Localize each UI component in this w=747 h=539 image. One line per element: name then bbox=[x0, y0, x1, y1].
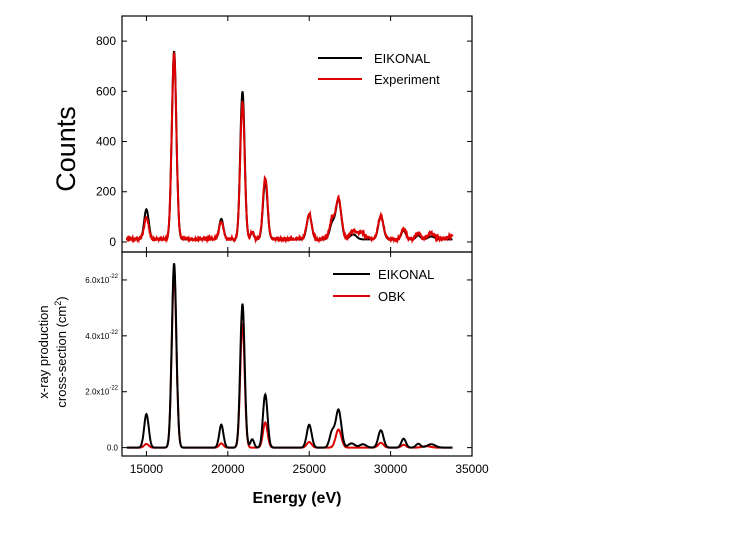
top-y-tick-label: 200 bbox=[96, 185, 116, 199]
top-legend-eikonal-label: EIKONAL bbox=[374, 51, 430, 66]
top-experiment-line bbox=[125, 51, 454, 244]
bottom-y-label-line1: x-ray production bbox=[36, 305, 51, 398]
top-y-tick-label: 800 bbox=[96, 34, 116, 48]
bottom-y-tick-label: 2.0x10-22 bbox=[85, 386, 118, 397]
bottom-series-eikonal bbox=[126, 263, 453, 449]
bottom-legend-eikonal-label: EIKONAL bbox=[378, 267, 434, 282]
bottom-x-tick-label: 20000 bbox=[211, 462, 245, 476]
top-y-tick-label: 400 bbox=[96, 135, 116, 149]
top-y-axis: 0 200 400 600 800 bbox=[96, 34, 472, 249]
bottom-panel: 0.02.0x10-224.0x10-226.0x10-22 15000 2000… bbox=[36, 251, 489, 507]
bottom-y-tick-mantissa: 4.0x10 bbox=[85, 332, 110, 341]
top-y-tick-label: 0 bbox=[109, 235, 116, 249]
top-legend-experiment-label: Experiment bbox=[374, 72, 440, 87]
bottom-y-label-close: ) bbox=[54, 296, 69, 300]
bottom-y-tick-label: 6.0x10-22 bbox=[85, 274, 118, 285]
bottom-y-tick-mantissa: 2.0x10 bbox=[85, 388, 110, 397]
top-panel: 0 200 400 600 800 Counts EIKONAL Experiment bbox=[51, 15, 473, 253]
bottom-eikonal-line bbox=[126, 263, 453, 449]
top-y-axis-label: Counts bbox=[51, 106, 81, 192]
bottom-legend: EIKONAL OBK bbox=[333, 267, 434, 304]
bottom-y-axis-label: x-ray production cross-section (cm2) bbox=[36, 296, 69, 407]
bottom-y-tick-label: 0.0 bbox=[107, 444, 119, 453]
bottom-y-tick-mantissa: 0.0 bbox=[107, 444, 119, 453]
bottom-plot-frame bbox=[121, 251, 473, 457]
bottom-y-tick-exponent: -22 bbox=[109, 330, 118, 336]
bottom-y-axis: 0.02.0x10-224.0x10-226.0x10-22 bbox=[85, 274, 472, 453]
top-x-ticks bbox=[145, 16, 473, 252]
bottom-y-tick-label: 4.0x10-22 bbox=[85, 330, 118, 341]
bottom-y-tick-mantissa: 6.0x10 bbox=[85, 276, 110, 285]
bottom-y-tick-exponent: -22 bbox=[109, 386, 118, 392]
bottom-y-tick-exponent: -22 bbox=[109, 274, 118, 280]
bottom-x-axis: 15000 20000 25000 30000 35000 bbox=[130, 252, 489, 476]
bottom-y-label-line2-main: cross-section (cm bbox=[54, 306, 69, 408]
bottom-legend-obk-label: OBK bbox=[378, 289, 406, 304]
top-y-tick-label: 600 bbox=[96, 84, 116, 98]
top-legend: EIKONAL Experiment bbox=[318, 51, 440, 87]
bottom-x-axis-label: Energy (eV) bbox=[253, 490, 342, 507]
bottom-x-tick-label: 30000 bbox=[374, 462, 408, 476]
top-series-experiment bbox=[125, 51, 454, 244]
bottom-y-label-superscript: 2 bbox=[53, 301, 63, 306]
bottom-y-label-line2: cross-section (cm2) bbox=[53, 296, 69, 407]
bottom-x-tick-label: 15000 bbox=[130, 462, 164, 476]
bottom-x-tick-label: 35000 bbox=[455, 462, 489, 476]
bottom-x-tick-label: 25000 bbox=[293, 462, 327, 476]
